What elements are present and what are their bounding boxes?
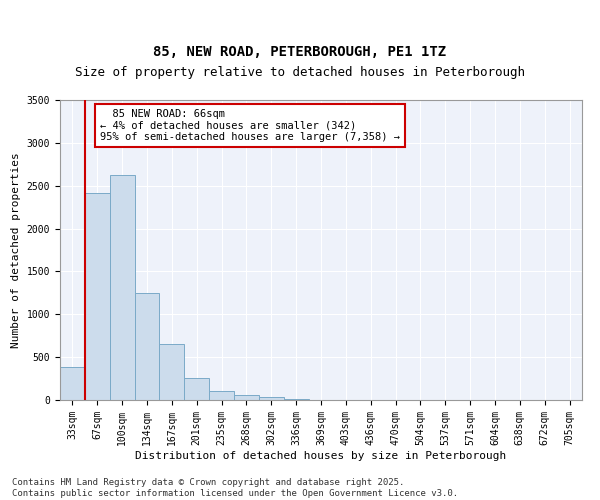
Text: 85 NEW ROAD: 66sqm
← 4% of detached houses are smaller (342)
95% of semi-detache: 85 NEW ROAD: 66sqm ← 4% of detached hous… [100,109,400,142]
X-axis label: Distribution of detached houses by size in Peterborough: Distribution of detached houses by size … [136,450,506,460]
Text: Contains HM Land Registry data © Crown copyright and database right 2025.
Contai: Contains HM Land Registry data © Crown c… [12,478,458,498]
Bar [184,378,209,400]
Bar [134,293,160,400]
Y-axis label: Number of detached properties: Number of detached properties [11,152,21,348]
Bar [85,192,110,400]
Bar [160,344,184,400]
Bar [259,397,284,400]
Text: Size of property relative to detached houses in Peterborough: Size of property relative to detached ho… [75,66,525,79]
Bar [234,396,259,400]
Bar [284,399,308,400]
Text: 85, NEW ROAD, PETERBOROUGH, PE1 1TZ: 85, NEW ROAD, PETERBOROUGH, PE1 1TZ [154,46,446,60]
Bar [110,174,134,400]
Bar [60,368,85,400]
Bar [209,391,234,400]
